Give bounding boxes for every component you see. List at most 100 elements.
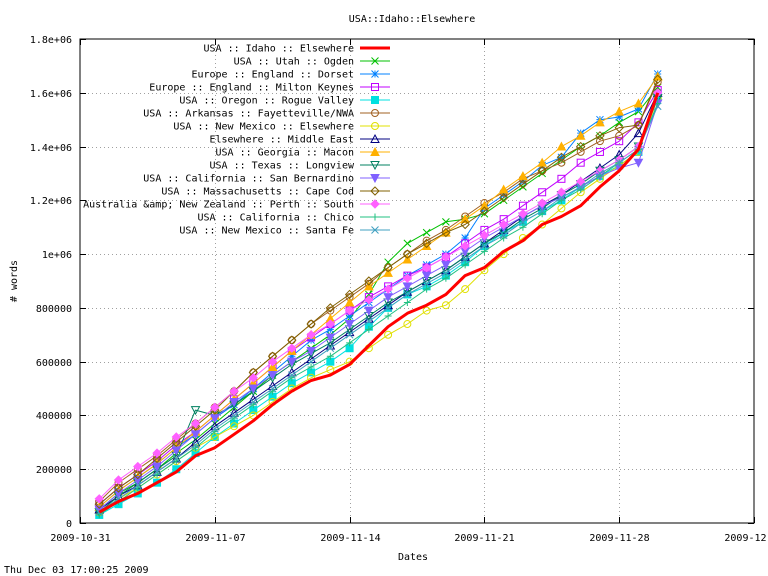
data-point — [498, 219, 509, 230]
data-point — [325, 340, 336, 350]
data-point — [442, 269, 450, 277]
legend-label: USA :: New Mexico :: Elsewhere — [173, 122, 354, 133]
data-point — [537, 166, 547, 176]
data-point — [499, 231, 508, 240]
data-point — [480, 242, 489, 250]
data-point — [371, 213, 379, 221]
series-14 — [95, 102, 662, 517]
data-point — [442, 217, 450, 226]
series-layer — [94, 70, 663, 519]
legend-label: USA :: Massachusetts :: Cape Cod — [161, 187, 354, 198]
data-point — [402, 254, 413, 264]
data-point — [229, 398, 239, 408]
data-point — [364, 313, 374, 323]
data-point — [557, 158, 566, 167]
data-point — [307, 336, 315, 345]
data-point — [403, 299, 411, 307]
y-axis: 0 200000 400000 600000 800000 1e+06 1.2e+06 1.4… — [30, 35, 754, 530]
data-point — [371, 70, 379, 78]
data-point — [190, 406, 201, 416]
legend-label: Europe :: England :: Dorset — [191, 70, 354, 81]
data-point — [344, 289, 355, 300]
data-point — [576, 147, 585, 156]
plot-frame — [79, 38, 755, 524]
data-point — [479, 206, 490, 216]
data-point — [384, 330, 393, 339]
data-point — [171, 437, 181, 448]
legend-label: Elsewhere :: Middle East — [210, 135, 355, 146]
data-point — [371, 83, 379, 91]
data-point — [460, 219, 470, 230]
data-point — [615, 113, 624, 121]
data-point — [326, 365, 335, 374]
series-0 — [98, 92, 660, 514]
data-point — [422, 306, 431, 315]
data-point — [402, 282, 413, 292]
data-point — [344, 305, 355, 316]
data-point — [287, 371, 296, 379]
data-point — [518, 171, 528, 181]
data-point — [479, 230, 490, 240]
data-point — [325, 333, 336, 343]
data-point — [344, 327, 355, 337]
data-point — [383, 284, 393, 294]
data-point — [371, 226, 379, 234]
data-point — [152, 453, 162, 464]
data-point — [442, 274, 450, 282]
data-point — [461, 261, 469, 269]
data-point — [94, 494, 104, 504]
data-point — [461, 234, 469, 242]
data-point — [441, 301, 450, 310]
data-point — [113, 475, 124, 485]
data-point — [615, 137, 624, 146]
data-point — [248, 384, 259, 394]
chart-title: USA::Idaho::Elsewhere — [349, 14, 475, 25]
data-point — [306, 330, 316, 340]
data-point — [287, 352, 296, 361]
data-point — [326, 352, 334, 360]
data-point — [634, 118, 643, 127]
series-line — [99, 105, 659, 513]
data-point — [557, 204, 566, 213]
data-point — [346, 339, 354, 347]
data-point — [422, 279, 431, 288]
data-point — [633, 98, 644, 108]
x-tick-label: 2009-11-07 — [185, 533, 245, 544]
data-point — [268, 384, 277, 393]
data-point — [152, 448, 162, 458]
data-point — [267, 356, 278, 367]
data-point — [575, 176, 586, 187]
timestamp: Thu Dec 03 17:00:25 2009 — [4, 565, 149, 576]
data-point — [307, 357, 315, 366]
legend-label: USA :: Utah :: Ogden — [234, 57, 354, 68]
data-point — [479, 200, 490, 210]
y-tick-label: 1.2e+06 — [30, 196, 72, 207]
data-point — [460, 241, 470, 251]
data-point — [538, 188, 547, 197]
data-point — [557, 174, 566, 183]
data-point — [370, 174, 380, 184]
data-point — [190, 418, 201, 429]
data-point — [519, 177, 527, 186]
data-point — [345, 312, 354, 320]
legend-label: USA :: California :: Chico — [197, 213, 354, 224]
data-point — [383, 262, 393, 273]
series-12 — [94, 88, 663, 504]
data-point — [557, 193, 566, 202]
data-point — [113, 489, 124, 499]
legend-label: Australia &amp; New Zealand :: Perth :: … — [83, 200, 354, 211]
series-line — [99, 95, 659, 516]
data-point — [518, 209, 528, 219]
data-point — [595, 117, 605, 127]
data-point — [364, 306, 374, 316]
data-point — [461, 255, 469, 264]
data-point — [499, 196, 508, 205]
y-axis-label: # words — [9, 260, 20, 302]
data-point — [371, 96, 379, 104]
series-line — [99, 98, 659, 513]
data-point — [326, 344, 335, 353]
data-point — [153, 468, 161, 476]
data-point — [422, 228, 431, 237]
data-point — [365, 325, 373, 333]
data-point — [538, 207, 547, 215]
